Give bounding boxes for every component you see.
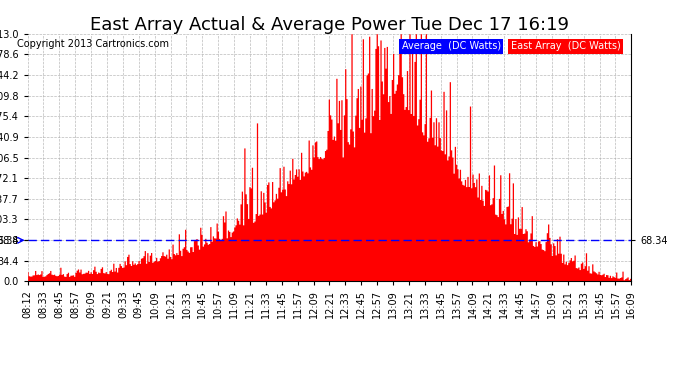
Text: East Array  (DC Watts): East Array (DC Watts) xyxy=(511,41,620,51)
Text: Copyright 2013 Cartronics.com: Copyright 2013 Cartronics.com xyxy=(17,39,169,50)
Title: East Array Actual & Average Power Tue Dec 17 16:19: East Array Actual & Average Power Tue De… xyxy=(90,16,569,34)
Text: Average  (DC Watts): Average (DC Watts) xyxy=(402,41,501,51)
